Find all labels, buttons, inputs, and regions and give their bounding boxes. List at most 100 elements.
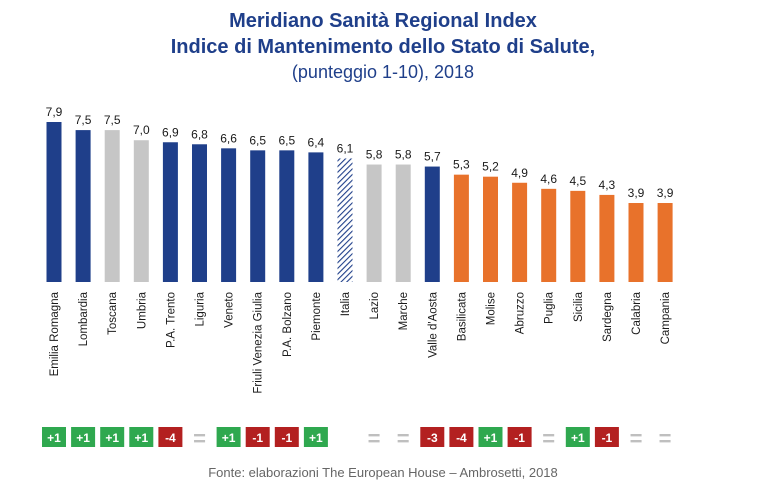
svg-text:+1: +1	[309, 431, 323, 445]
bar-0	[46, 122, 62, 282]
bar-3	[133, 140, 149, 282]
value-label-21: 3,9	[657, 186, 674, 200]
category-label-12: Marche	[398, 292, 410, 330]
bar-5	[192, 144, 207, 282]
bar-17	[541, 188, 557, 282]
category-label-13: Valle d'Aosta	[427, 291, 439, 358]
category-label-0: Emilia Romagna	[49, 291, 61, 376]
bar-1	[75, 130, 91, 282]
chart-subtitle: Indice di Mantenimento dello Stato di Sa…	[170, 36, 596, 58]
rank-change-badge-4: -4	[158, 427, 183, 447]
value-label-3: 7,0	[133, 123, 150, 137]
rank-change-badge-19: -1	[594, 427, 619, 447]
svg-text:-1: -1	[602, 431, 613, 445]
svg-text:=: =	[397, 426, 410, 451]
chart-unit-year: (punteggio 1-10), 2018	[291, 62, 475, 82]
category-label-21: Campania	[660, 291, 672, 344]
bar-12	[395, 164, 411, 282]
svg-text:+1: +1	[134, 431, 148, 445]
rank-change-badge-6: +1	[216, 427, 241, 447]
category-label-7: Friuli Venezia Giulia	[253, 291, 265, 393]
value-label-4: 6,9	[162, 125, 179, 139]
value-label-19: 4,3	[599, 178, 616, 192]
rank-change-badge-1: +1	[71, 427, 96, 447]
bar-13	[424, 166, 440, 282]
svg-text:-3: -3	[427, 431, 438, 445]
bar-4	[162, 142, 178, 282]
bar-11	[366, 164, 382, 282]
bar-14	[453, 174, 469, 282]
rank-change-badge-12: =	[397, 426, 410, 451]
value-label-17: 4,6	[540, 172, 557, 186]
rank-change-badge-11: =	[368, 426, 381, 451]
rank-change-badge-5: =	[193, 426, 206, 451]
category-label-11: Lazio	[369, 292, 381, 320]
svg-text:+1: +1	[571, 431, 585, 445]
category-label-10: Italia	[340, 291, 352, 316]
svg-text:=: =	[193, 426, 206, 451]
bar-chart: 7,9 7,5 7,5 7,0 6,9 6,8 6,6 6,5 6,5 6,4 6,1 5,8 5,8 5…	[42, 105, 674, 451]
chart-title-block: Meridiano Sanità Regional Index Indice d…	[0, 8, 766, 84]
svg-text:+1: +1	[105, 431, 119, 445]
svg-text:-1: -1	[281, 431, 292, 445]
bar-6	[221, 148, 237, 282]
rank-change-badge-18: +1	[565, 427, 590, 447]
value-label-14: 5,3	[453, 158, 470, 172]
bar-8	[279, 150, 295, 282]
svg-text:-4: -4	[165, 431, 176, 445]
value-label-18: 4,5	[569, 174, 586, 188]
rank-change-badge-8: -1	[274, 427, 299, 447]
bar-21	[657, 203, 673, 282]
category-label-17: Puglia	[544, 291, 556, 324]
category-label-3: Umbria	[136, 291, 148, 329]
category-label-8: P.A. Bolzano	[282, 292, 294, 357]
value-label-1: 7,5	[75, 113, 92, 127]
bar-16	[512, 182, 528, 282]
svg-text:-4: -4	[456, 431, 467, 445]
category-label-15: Molise	[486, 292, 498, 325]
rank-change-badge-21: =	[659, 426, 672, 451]
svg-text:-1: -1	[514, 431, 525, 445]
rank-change-badge-13: -3	[420, 427, 445, 447]
value-label-7: 6,5	[249, 133, 266, 147]
value-label-10: 6,1	[337, 141, 354, 155]
bar-9	[308, 152, 324, 282]
svg-text:=: =	[368, 426, 381, 451]
rank-change-badge-14: -4	[449, 427, 474, 447]
rank-change-badge-17: =	[542, 426, 555, 451]
value-label-20: 3,9	[628, 186, 645, 200]
rank-change-badge-2: +1	[100, 427, 125, 447]
category-label-4: P.A. Trento	[165, 292, 177, 348]
category-label-9: Piemonte	[311, 292, 323, 341]
value-label-9: 6,4	[308, 135, 325, 149]
svg-text:+1: +1	[47, 431, 61, 445]
chart-title: Meridiano Sanità Regional Index	[229, 10, 537, 32]
category-label-20: Calabria	[631, 291, 643, 334]
value-label-16: 4,9	[511, 166, 528, 180]
svg-text:=: =	[630, 426, 643, 451]
source-note: Fonte: elaborazioni The European House –…	[208, 465, 558, 480]
svg-text:+1: +1	[76, 431, 90, 445]
category-label-1: Lombardia	[78, 291, 90, 346]
bar-10	[337, 158, 353, 282]
category-label-18: Sicilia	[573, 291, 585, 322]
rank-change-badge-0: +1	[42, 427, 66, 447]
bar-7	[250, 150, 266, 282]
category-label-6: Veneto	[224, 292, 236, 328]
svg-text:+1: +1	[222, 431, 236, 445]
rank-change-badge-20: =	[630, 426, 643, 451]
value-label-2: 7,5	[104, 113, 121, 127]
value-label-13: 5,7	[424, 150, 441, 164]
svg-text:-1: -1	[252, 431, 263, 445]
category-label-19: Sardegna	[602, 291, 614, 341]
rank-change-badge-7: -1	[245, 427, 270, 447]
category-label-14: Basilicata	[456, 291, 468, 341]
bar-2	[104, 130, 120, 282]
svg-text:=: =	[659, 426, 672, 451]
bar-18	[570, 190, 586, 282]
value-label-5: 6,8	[191, 127, 208, 141]
rank-change-badge-15: +1	[478, 427, 503, 447]
value-label-11: 5,8	[366, 148, 383, 162]
category-label-2: Toscana	[107, 291, 119, 334]
rank-change-badge-16: -1	[507, 427, 532, 447]
